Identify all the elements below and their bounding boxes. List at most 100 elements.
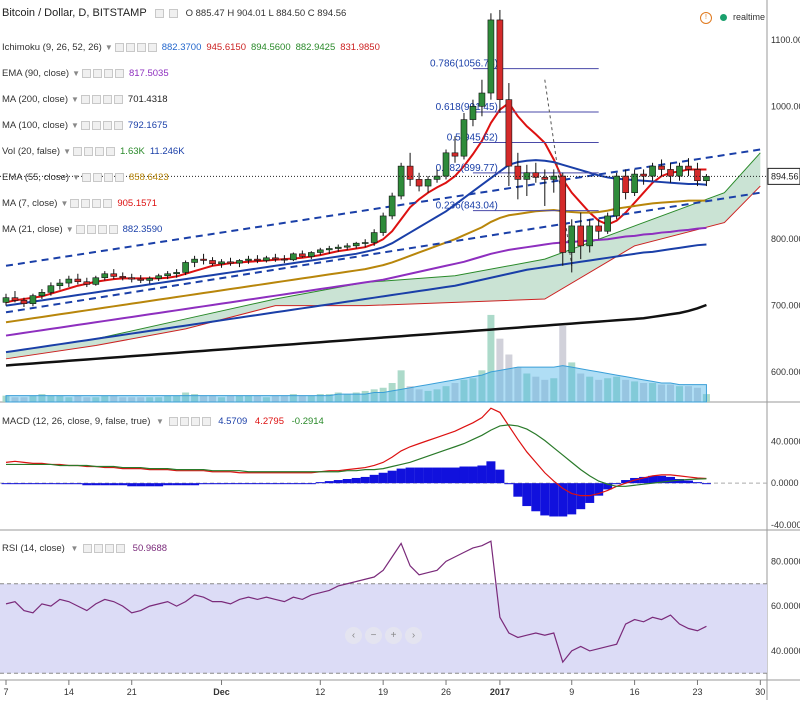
volume-bar — [505, 354, 513, 402]
add-control-icon[interactable] — [95, 146, 105, 156]
caret-down-icon[interactable]: ▼ — [104, 43, 113, 52]
settings-control-icon[interactable] — [179, 416, 189, 426]
settings-control-icon[interactable] — [81, 198, 91, 208]
settings-control-icon[interactable] — [84, 146, 94, 156]
volume-bar — [514, 367, 522, 402]
add-control-icon[interactable] — [103, 172, 113, 182]
macd-histogram-bar — [603, 483, 613, 490]
clock-icon[interactable]: ! — [699, 11, 712, 24]
close-control-icon[interactable] — [108, 224, 118, 234]
zoom-out-button[interactable]: − — [365, 627, 382, 644]
volume-bar — [541, 379, 549, 402]
settings-control-icon[interactable] — [92, 68, 102, 78]
time-axis-label: 23 — [692, 687, 702, 697]
macd-histogram-bar — [1, 483, 11, 485]
caret-down-icon[interactable]: ▼ — [72, 69, 80, 78]
candle-body — [478, 92, 486, 107]
volume-bar — [191, 394, 199, 402]
eye-control-icon[interactable] — [80, 120, 90, 130]
eye-control-icon[interactable] — [83, 543, 93, 553]
indicator-value: 11.246K — [149, 146, 185, 157]
eye-control-icon[interactable] — [75, 224, 85, 234]
macd-histogram-bar — [172, 483, 182, 486]
close-control-icon[interactable] — [201, 416, 211, 426]
caret-down-icon[interactable]: ▼ — [70, 544, 79, 553]
eye-control-icon[interactable] — [168, 416, 178, 426]
add-control-icon[interactable] — [102, 94, 112, 104]
time-axis-label: 19 — [378, 687, 388, 697]
caret-down-icon[interactable]: ▼ — [63, 147, 72, 156]
candle-body — [29, 295, 37, 304]
close-control-icon[interactable] — [116, 543, 126, 553]
candle-body — [281, 258, 288, 261]
close-control-icon[interactable] — [114, 68, 124, 78]
caret-down-icon[interactable]: ▼ — [72, 173, 80, 182]
volume-bar — [280, 395, 288, 402]
candle-body — [451, 152, 459, 157]
scroll-left-button[interactable]: ‹ — [345, 627, 362, 644]
volume-bar — [325, 394, 333, 402]
settings-control-icon[interactable] — [92, 172, 102, 182]
eye-control-icon[interactable] — [70, 198, 80, 208]
settings-control-icon[interactable] — [155, 8, 165, 18]
macd-histogram-bar — [243, 483, 253, 485]
close-control-icon[interactable] — [113, 94, 123, 104]
scroll-right-button[interactable]: › — [405, 627, 422, 644]
indicator-name: MA (200, close) — [2, 94, 68, 105]
settings-control-icon[interactable] — [91, 120, 101, 130]
close-control-icon[interactable] — [106, 146, 116, 156]
eye-control-icon[interactable] — [168, 8, 178, 18]
close-control-icon[interactable] — [103, 198, 113, 208]
eye-control-icon[interactable] — [80, 94, 90, 104]
eye-control-icon[interactable] — [114, 42, 124, 52]
volume-bar — [622, 379, 630, 402]
realtime-dot-icon — [720, 14, 728, 22]
candle-body — [47, 285, 55, 293]
candle-body — [532, 172, 540, 178]
candle-body — [155, 275, 162, 279]
caret-down-icon[interactable]: ▼ — [156, 417, 164, 426]
candle-body — [20, 300, 28, 304]
add-control-icon[interactable] — [92, 198, 102, 208]
settings-control-icon[interactable] — [86, 224, 96, 234]
macd-histogram-bar — [342, 479, 352, 484]
rsi-axis-label: 80.0000 — [771, 556, 800, 566]
price-axis-label: 700.0000 — [771, 301, 800, 311]
settings-control-icon[interactable] — [91, 94, 101, 104]
add-control-icon[interactable] — [190, 416, 200, 426]
volume-bar — [649, 383, 657, 402]
realtime-label: realtime — [732, 12, 765, 22]
caret-down-icon[interactable]: ▼ — [71, 121, 79, 130]
eye-control-icon[interactable] — [81, 68, 91, 78]
close-control-icon[interactable] — [147, 42, 157, 52]
indicator-value: 905.1571 — [117, 198, 157, 209]
volume-bar — [693, 387, 701, 402]
macd-histogram-bar — [648, 475, 658, 484]
settings-control-icon[interactable] — [125, 42, 135, 52]
eye-control-icon[interactable] — [73, 146, 83, 156]
add-control-icon[interactable] — [97, 224, 107, 234]
add-control-icon[interactable] — [103, 68, 113, 78]
caret-down-icon[interactable]: ▼ — [60, 199, 69, 208]
candle-body — [487, 19, 495, 94]
add-control-icon[interactable] — [105, 543, 115, 553]
volume-bar — [388, 383, 396, 402]
close-control-icon[interactable] — [114, 172, 124, 182]
settings-control-icon[interactable] — [94, 543, 104, 553]
candle-body — [146, 278, 153, 281]
macd-histogram-bar — [261, 483, 271, 485]
macd-legend: MACD (12, 26, close, 9, false, true) ▼ 4… — [2, 413, 324, 431]
add-control-icon[interactable] — [136, 42, 146, 52]
caret-down-icon[interactable]: ▼ — [71, 95, 79, 104]
macd-histogram-bar — [531, 483, 541, 512]
candle-body — [209, 260, 216, 265]
eye-control-icon[interactable] — [81, 172, 91, 182]
volume-bar — [334, 392, 342, 402]
zoom-in-button[interactable]: + — [385, 627, 402, 644]
caret-down-icon[interactable]: ▼ — [65, 225, 74, 234]
add-control-icon[interactable] — [102, 120, 112, 130]
close-control-icon[interactable] — [113, 120, 123, 130]
macd-histogram-bar — [414, 467, 424, 484]
